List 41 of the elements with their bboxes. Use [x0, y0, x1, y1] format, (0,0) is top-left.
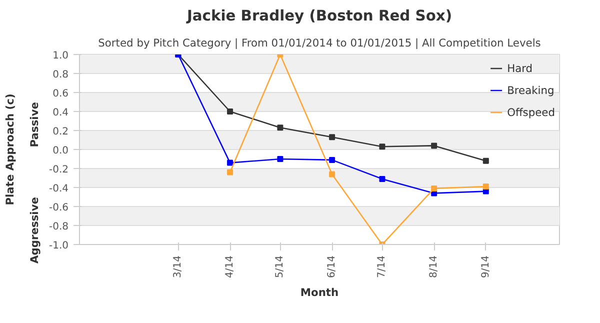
x-tick-label: 9/14	[480, 255, 492, 278]
y-tick-label: -0.4	[48, 184, 69, 194]
legend-label: Hard	[507, 62, 533, 74]
point	[482, 184, 489, 190]
x-tick-label: 8/14	[428, 255, 440, 278]
point	[482, 158, 489, 164]
text: Passive	[28, 102, 41, 148]
x-tick-label: 3/14	[172, 255, 184, 278]
y-tick-label: -1.0	[48, 240, 69, 252]
point	[431, 185, 438, 192]
point	[329, 134, 336, 140]
point	[227, 108, 234, 114]
point	[431, 142, 438, 149]
chart-subtitle: Sorted by Pitch Category | From 01/01/2014 to 01/01/2015 | All Competition Levels	[98, 36, 542, 50]
chart-title: Jackie Bradley (Boston Red Sox)	[186, 8, 452, 24]
point	[329, 171, 336, 178]
point	[227, 169, 234, 176]
y-tick-label: 0.4	[52, 108, 69, 118]
y-tick-label: 1.0	[52, 50, 69, 62]
x-tick-label: 6/14	[326, 255, 338, 278]
y-tick-label: 0.6	[52, 88, 69, 100]
text: Aggressive	[28, 196, 41, 264]
point	[277, 124, 284, 131]
x-tick-label: 7/14	[376, 255, 388, 278]
y-tick-label: 0.8	[52, 70, 69, 80]
legend-label: Offspeed	[507, 106, 555, 118]
x-tick-label: 5/14	[274, 255, 286, 278]
point	[379, 176, 386, 182]
point	[379, 144, 386, 150]
x-axis-title: Month	[300, 286, 339, 299]
point	[277, 156, 284, 162]
legend-label: Breaking	[507, 84, 554, 96]
y-tick-label: 0.0	[52, 146, 69, 156]
point	[329, 156, 336, 163]
y-tick-label: -0.2	[48, 164, 69, 176]
y-tick-label: 0.2	[52, 126, 69, 138]
y-tick-label: -0.6	[48, 202, 69, 214]
x-tick-label: 4/14	[224, 255, 236, 278]
y-tick-label: -0.8	[48, 222, 69, 232]
point	[227, 160, 234, 166]
y-axis-title: Plate Approach (c)	[4, 94, 16, 206]
